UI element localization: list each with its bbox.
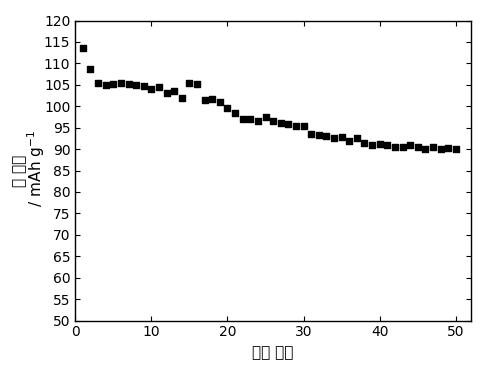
Point — [208, 96, 216, 102]
Point — [391, 144, 399, 150]
Point — [300, 123, 308, 129]
Point — [246, 116, 254, 122]
Point — [201, 97, 208, 103]
Point — [436, 146, 444, 152]
Point — [269, 118, 277, 124]
Point — [94, 80, 102, 86]
Point — [338, 134, 346, 140]
Point — [231, 110, 239, 116]
Point — [140, 82, 148, 88]
Point — [216, 99, 224, 105]
Point — [163, 90, 171, 96]
Point — [132, 82, 140, 88]
Point — [254, 118, 262, 124]
Point — [406, 142, 414, 148]
Point — [330, 135, 338, 141]
Point — [178, 94, 186, 100]
Point — [399, 144, 406, 150]
Point — [376, 141, 383, 147]
Point — [147, 86, 155, 92]
Point — [186, 80, 193, 86]
Point — [353, 135, 361, 141]
Point — [346, 138, 353, 144]
Point — [452, 146, 460, 152]
Point — [307, 131, 315, 137]
Point — [102, 82, 109, 88]
Point — [261, 114, 269, 120]
Point — [170, 88, 178, 94]
Point — [224, 105, 231, 111]
Point — [87, 66, 94, 72]
X-axis label: 循环 次数: 循环 次数 — [252, 345, 294, 360]
Point — [361, 140, 368, 146]
Point — [117, 80, 125, 86]
Point — [444, 145, 452, 151]
Point — [429, 144, 437, 150]
Text: 比 容量: 比 容量 — [12, 154, 27, 187]
Point — [193, 81, 201, 87]
Point — [124, 81, 132, 87]
Point — [414, 144, 422, 150]
Text: / mAh g$^{-1}$: / mAh g$^{-1}$ — [25, 130, 47, 211]
Point — [383, 142, 391, 148]
Point — [155, 84, 163, 90]
Point — [368, 142, 376, 148]
Point — [315, 132, 323, 138]
Point — [284, 121, 292, 127]
Point — [323, 133, 330, 139]
Point — [292, 123, 300, 129]
Point — [239, 116, 246, 122]
Point — [109, 81, 117, 87]
Point — [421, 146, 429, 152]
Point — [277, 120, 285, 126]
Point — [79, 45, 87, 51]
